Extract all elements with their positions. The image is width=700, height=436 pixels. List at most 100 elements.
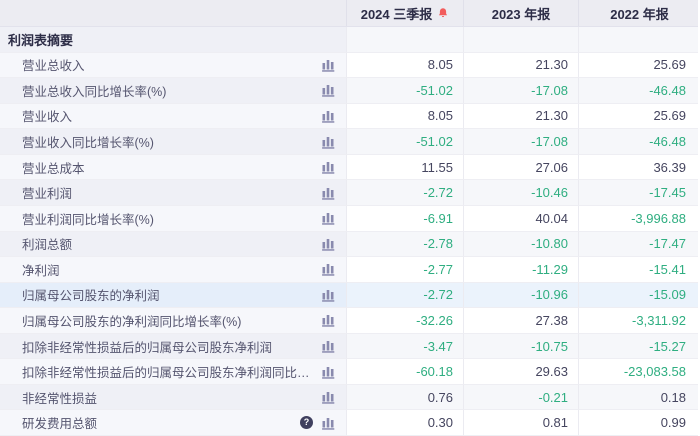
question-mark-icon[interactable]: ?	[300, 416, 313, 430]
value-cell: -15.09	[578, 282, 698, 309]
value-cell: -10.46	[463, 180, 578, 206]
table-row[interactable]: 营业总收入同比增长率(%) -51.02 -17.08 -46.48	[0, 78, 698, 104]
value-cell: 36.39	[578, 154, 698, 181]
value-cell: 0.99	[578, 410, 698, 436]
header-col-2023[interactable]: 2023 年报	[463, 0, 578, 26]
value-cell: -11.29	[463, 257, 578, 283]
row-label: 营业收入	[22, 110, 73, 125]
header-col-2024q3[interactable]: 2024 三季报	[346, 0, 463, 26]
header-col-label: 2022 年报	[610, 6, 669, 22]
table-row[interactable]: 非经常性损益 0.76 -0.21 0.18	[0, 384, 698, 411]
bar-chart-icon[interactable]	[321, 186, 336, 200]
table-row[interactable]: 扣除非经常性损益后的归属母公司股东净利润 -3.47 -10.75 -15.27	[0, 333, 698, 360]
empty-cell	[346, 27, 463, 53]
section-header-row: 利润表摘要	[0, 27, 698, 53]
bar-chart-icon[interactable]	[321, 237, 336, 251]
value-cell: 0.30	[346, 410, 463, 436]
value-cell: -3,311.92	[578, 308, 698, 334]
table-row[interactable]: 营业收入 8.05 21.30 25.69	[0, 103, 698, 130]
row-label: 营业利润同比增长率(%)	[22, 212, 154, 227]
empty-cell	[463, 27, 578, 53]
bar-chart-icon[interactable]	[321, 109, 336, 123]
value-cell: -32.26	[346, 308, 463, 334]
row-label: 归属母公司股东的净利润	[22, 289, 160, 304]
table-row[interactable]: 营业总收入 8.05 21.30 25.69	[0, 52, 698, 79]
bar-chart-icon[interactable]	[321, 390, 336, 404]
bar-chart-icon[interactable]	[321, 262, 336, 277]
value-cell: -10.75	[463, 333, 578, 360]
value-cell: 27.38	[463, 308, 578, 334]
table-row-highlighted[interactable]: 归属母公司股东的净利润 -2.72 -10.96 -15.09	[0, 282, 698, 309]
value-cell: 0.18	[578, 384, 698, 411]
bar-chart-icon[interactable]	[321, 313, 336, 328]
header-corner-cell	[0, 0, 346, 26]
table-row[interactable]: 利润总额 -2.78 -10.80 -17.47	[0, 231, 698, 258]
table-row[interactable]: 营业收入同比增长率(%) -51.02 -17.08 -46.48	[0, 129, 698, 155]
value-cell: -17.45	[578, 180, 698, 206]
value-cell: -6.91	[346, 205, 463, 232]
bar-chart-icon[interactable]	[321, 160, 336, 174]
table-row[interactable]: 净利润 -2.77 -11.29 -15.41	[0, 257, 698, 283]
table-row[interactable]: 扣除非经常性损益后的归属母公司股东净利润同比增... -60.18 29.63 …	[0, 359, 698, 385]
value-cell: -3,996.88	[578, 205, 698, 232]
row-label: 非经常性损益	[22, 391, 98, 406]
value-cell: 27.06	[463, 154, 578, 181]
value-cell: -2.78	[346, 231, 463, 258]
empty-cell	[578, 27, 698, 53]
row-label: 扣除非经常性损益后的归属母公司股东净利润	[22, 340, 273, 355]
section-title: 利润表摘要	[8, 32, 74, 48]
row-label: 营业总收入同比增长率(%)	[22, 84, 167, 99]
bar-chart-icon[interactable]	[321, 211, 336, 225]
value-cell: -2.72	[346, 180, 463, 206]
value-cell: 25.69	[578, 52, 698, 79]
value-cell: -46.48	[578, 78, 698, 104]
value-cell: 29.63	[463, 359, 578, 385]
value-cell: -46.48	[578, 129, 698, 155]
table-row[interactable]: 营业利润 -2.72 -10.46 -17.45	[0, 180, 698, 206]
bell-icon[interactable]	[437, 7, 449, 19]
value-cell: -17.47	[578, 231, 698, 258]
value-cell: 21.30	[463, 52, 578, 79]
row-label: 研发费用总额	[22, 417, 98, 432]
value-cell: -2.77	[346, 257, 463, 283]
value-cell: 0.76	[346, 384, 463, 411]
bar-chart-icon[interactable]	[321, 416, 336, 430]
value-cell: -15.27	[578, 333, 698, 360]
value-cell: -3.47	[346, 333, 463, 360]
row-label: 利润总额	[22, 238, 73, 253]
row-label: 营业总成本	[22, 161, 85, 176]
table-row[interactable]: 营业总成本 11.55 27.06 36.39	[0, 154, 698, 181]
table-row[interactable]: 研发费用总额 ? 0.30 0.81 0.99	[0, 410, 698, 436]
table-header-row: 2024 三季报 2023 年报 2022 年报	[0, 0, 698, 27]
value-cell: 25.69	[578, 103, 698, 130]
value-cell: 8.05	[346, 52, 463, 79]
value-cell: -2.72	[346, 282, 463, 309]
value-cell: 8.05	[346, 103, 463, 130]
bar-chart-icon[interactable]	[321, 83, 336, 98]
value-cell: 11.55	[346, 154, 463, 181]
bar-chart-icon[interactable]	[321, 58, 336, 72]
bar-chart-icon[interactable]	[321, 339, 336, 353]
value-cell: -10.80	[463, 231, 578, 258]
row-label: 营业收入同比增长率(%)	[22, 136, 154, 151]
bar-chart-icon[interactable]	[321, 288, 336, 302]
value-cell: 21.30	[463, 103, 578, 130]
value-cell: 0.81	[463, 410, 578, 436]
row-label: 营业总收入	[22, 59, 85, 74]
bar-chart-icon[interactable]	[321, 365, 336, 379]
bar-chart-icon[interactable]	[321, 135, 336, 149]
table-row[interactable]: 营业利润同比增长率(%) -6.91 40.04 -3,996.88	[0, 205, 698, 232]
header-col-2022[interactable]: 2022 年报	[578, 0, 698, 26]
row-label: 归属母公司股东的净利润同比增长率(%)	[22, 314, 242, 329]
value-cell: -51.02	[346, 129, 463, 155]
value-cell: -23,083.58	[578, 359, 698, 385]
header-col-label: 2023 年报	[491, 6, 551, 22]
table-row[interactable]: 归属母公司股东的净利润同比增长率(%) -32.26 27.38 -3,311.…	[0, 308, 698, 334]
row-label: 扣除非经常性损益后的归属母公司股东净利润同比增...	[22, 366, 313, 381]
value-cell: -51.02	[346, 78, 463, 104]
value-cell: -15.41	[578, 257, 698, 283]
value-cell: -0.21	[463, 384, 578, 411]
value-cell: -17.08	[463, 78, 578, 104]
row-label: 净利润	[22, 263, 60, 278]
